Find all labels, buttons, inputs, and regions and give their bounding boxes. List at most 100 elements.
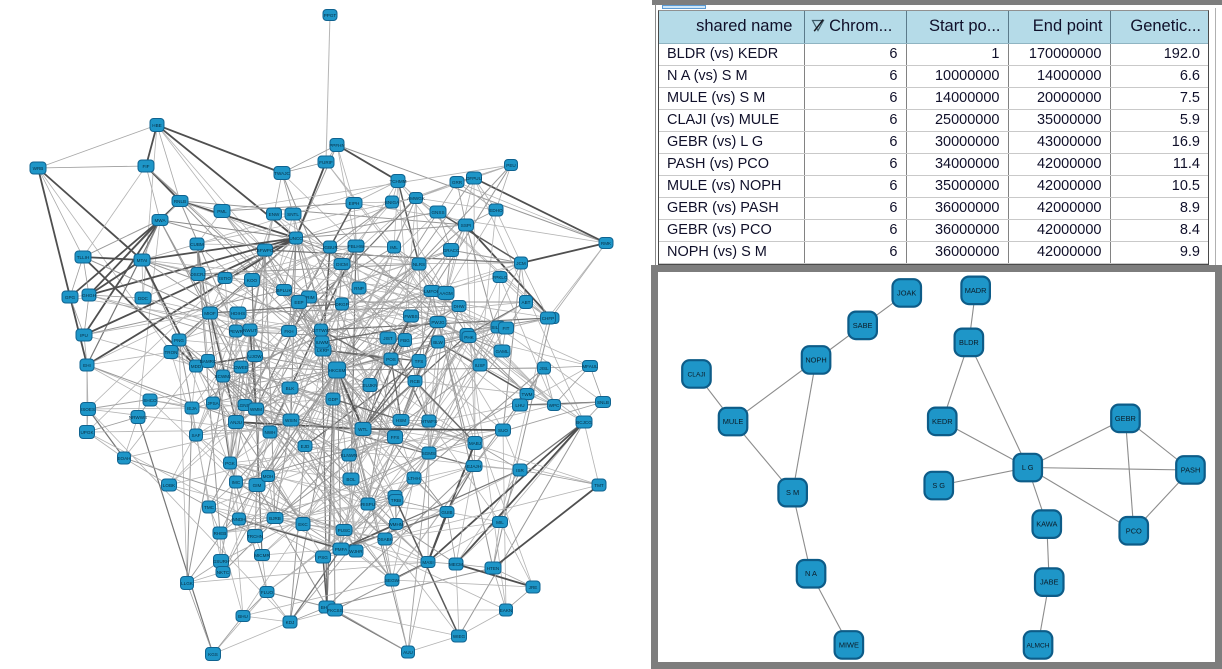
svg-text:ALMCH: ALMCH <box>1026 643 1049 650</box>
svg-text:HTEN: HTEN <box>487 566 500 571</box>
svg-text:PSG: PSG <box>318 555 328 560</box>
svg-text:FKH: FKH <box>284 329 293 334</box>
svg-text:MIOF: MIOF <box>204 311 216 316</box>
svg-text:WMM: WMM <box>250 407 262 412</box>
svg-text:RNLB: RNLB <box>174 199 186 204</box>
svg-text:LGNSN: LGNSN <box>237 403 253 408</box>
svg-text:BAMRC: BAMRC <box>200 359 217 364</box>
svg-text:NKTC: NKTC <box>217 570 230 575</box>
svg-text:TFS: TFS <box>415 359 424 364</box>
svg-text:FIT: FIT <box>503 326 510 331</box>
svg-text:ECWMJ: ECWMJ <box>215 374 232 379</box>
svg-text:MFAUL: MFAUL <box>582 364 598 369</box>
svg-text:EUJKN: EUJKN <box>362 383 377 388</box>
svg-text:PASH: PASH <box>1181 466 1201 475</box>
svg-text:NLRS: NLRS <box>413 262 425 267</box>
svg-text:GIM: GIM <box>253 483 262 488</box>
svg-text:TWAJC: TWAJC <box>274 171 290 176</box>
svg-text:TRON: TRON <box>164 350 177 355</box>
svg-text:SAF: SAF <box>192 433 201 438</box>
svg-text:FLUO: FLUO <box>261 590 274 595</box>
svg-text:MASI: MASI <box>422 560 433 565</box>
svg-text:KDJ: KDJ <box>286 620 295 625</box>
svg-text:EDHO: EDHO <box>489 208 503 213</box>
svg-text:MDD: MDD <box>191 364 202 369</box>
svg-text:MOH: MOH <box>263 474 274 479</box>
svg-text:NWH: NWH <box>265 430 276 435</box>
svg-text:MABJ: MABJ <box>469 441 481 446</box>
svg-text:MWA: MWA <box>154 218 166 223</box>
svg-text:PGK: PGK <box>225 461 236 466</box>
svg-text:HSM: HSM <box>396 418 406 423</box>
svg-text:HTWFS: HTWFS <box>421 419 437 424</box>
svg-text:GAML: GAML <box>495 349 508 354</box>
svg-text:KGS: KGS <box>208 652 218 657</box>
svg-text:HBE: HBE <box>152 123 161 128</box>
svg-text:S G: S G <box>932 481 945 490</box>
svg-text:ISOES: ISOES <box>81 407 95 412</box>
svg-text:BOL: BOL <box>346 477 356 482</box>
svg-text:OWEE: OWEE <box>234 365 248 370</box>
svg-text:EHI: EHI <box>83 363 91 368</box>
svg-text:DRGP: DRGP <box>335 302 348 307</box>
svg-text:RMK: RMK <box>601 241 612 246</box>
svg-text:IPU: IPU <box>80 333 88 338</box>
svg-text:MIWE: MIWE <box>839 641 859 650</box>
svg-text:JCM: JCM <box>516 261 526 266</box>
svg-text:GSURH: GSURH <box>213 559 230 564</box>
svg-text:BLW: BLW <box>433 340 443 345</box>
svg-text:GRACC: GRACC <box>443 248 460 253</box>
svg-text:AMWGK: AMWGK <box>407 196 426 201</box>
svg-text:FRIM: FRIM <box>303 295 314 300</box>
svg-text:LKRP: LKRP <box>317 348 329 353</box>
svg-text:POS: POS <box>386 357 396 362</box>
svg-text:LTHH: LTHH <box>408 476 420 481</box>
svg-text:TMC: TMC <box>204 505 215 510</box>
svg-text:NRWWS: NRWWS <box>129 415 147 420</box>
svg-text:WJHR: WJHR <box>349 549 363 554</box>
svg-text:WMHM: WMHM <box>388 522 403 527</box>
svg-text:OSABH: OSABH <box>377 537 393 542</box>
svg-text:GUIB: GUIB <box>441 510 452 515</box>
svg-text:WPC: WPC <box>549 403 560 408</box>
svg-text:DFPUU: DFPUU <box>466 176 482 181</box>
svg-text:WTL: WTL <box>358 427 368 432</box>
svg-text:TMT: TMT <box>594 483 604 488</box>
svg-text:DICM: DICM <box>336 262 348 267</box>
svg-text:S M: S M <box>786 488 799 497</box>
svg-text:GPG: GPG <box>65 295 76 300</box>
svg-text:GHGH: GHGH <box>82 293 96 298</box>
svg-text:BLDR: BLDR <box>959 338 979 347</box>
svg-text:EOAH: EOAH <box>117 456 130 461</box>
svg-text:FBLHW: FBLHW <box>348 244 365 249</box>
svg-text:RCB: RCB <box>410 379 420 384</box>
svg-text:SSPI: SSPI <box>461 223 471 228</box>
svg-text:IUWM: IUWM <box>316 340 329 345</box>
svg-text:BHU: BHU <box>238 614 248 619</box>
svg-text:DHW: DHW <box>454 304 466 309</box>
svg-text:RISPU: RISPU <box>361 502 375 507</box>
svg-text:TRBI: TRBI <box>391 498 401 503</box>
svg-text:ANJU: ANJU <box>230 420 242 425</box>
svg-text:PPGT: PPGT <box>324 13 337 18</box>
svg-text:EAKN: EAKN <box>500 608 513 613</box>
svg-text:LHU: LHU <box>515 403 524 408</box>
svg-text:PPFHN: PPFHN <box>329 143 345 148</box>
svg-text:JRE: JRE <box>529 585 538 590</box>
svg-text:FKCSS: FKCSS <box>327 608 342 613</box>
svg-text:SABE: SABE <box>853 321 873 330</box>
svg-text:HKCSM: HKCSM <box>329 368 346 373</box>
svg-text:BLK: BLK <box>286 386 296 391</box>
svg-text:JGBUR: JGBUR <box>322 245 338 250</box>
svg-text:DDC: DDC <box>138 296 149 301</box>
svg-text:IMC: IMC <box>232 480 241 485</box>
svg-text:PUSC: PUSC <box>338 528 351 533</box>
svg-text:FPKLG: FPKLG <box>492 275 507 280</box>
svg-text:IUSF: IUSF <box>475 363 486 368</box>
svg-text:FBG: FBG <box>400 338 410 343</box>
svg-text:PMFA: PMFA <box>335 547 348 552</box>
svg-text:HDIHS: HDIHS <box>231 311 245 316</box>
svg-text:DSCRJ: DSCRJ <box>190 272 205 277</box>
svg-text:JIST: JIST <box>383 336 393 341</box>
svg-text:KLNWN: KLNWN <box>341 453 358 458</box>
